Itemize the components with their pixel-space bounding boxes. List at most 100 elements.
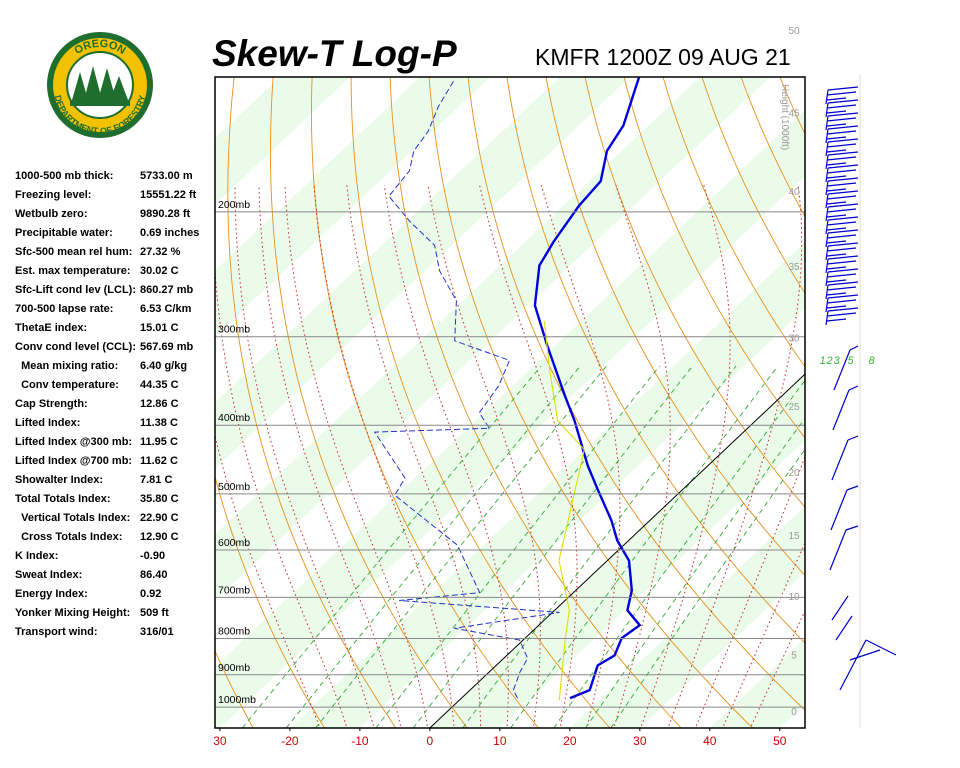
chart-subtitle: KMFR 1200Z 09 AUG 21 — [535, 44, 791, 70]
mixing-ratio-label: 1 — [819, 355, 825, 367]
wind-barb — [825, 255, 859, 274]
logo-trees — [72, 66, 128, 100]
index-label: K Index: — [15, 550, 59, 562]
dry-adiabat — [428, 77, 753, 728]
x-tick-label: -20 — [281, 734, 299, 748]
index-value: 6.53 C/km — [140, 303, 192, 315]
isotherm-band — [215, 109, 805, 728]
wind-barb — [825, 190, 859, 209]
zero-isotherm — [429, 373, 805, 728]
isotherm-band — [569, 506, 805, 728]
mixing-ratio-line — [585, 417, 805, 728]
mixing-ratio-label: 3 — [833, 355, 840, 367]
dry-adiabat — [819, 77, 960, 728]
logo: OREGON DEPARTMENT OF FORESTRY — [47, 32, 153, 138]
index-value: 15551.22 ft — [140, 189, 197, 201]
moist-adiabat — [750, 609, 805, 727]
logo-text: OREGON — [72, 38, 127, 57]
wind-barb — [831, 435, 859, 481]
index-label: 700-500 lapse rate: — [15, 303, 114, 315]
wind-barb — [825, 99, 859, 118]
index-value: 11.62 C — [140, 455, 178, 467]
height-label: 40 — [788, 187, 800, 198]
logo-ground — [70, 100, 130, 106]
height-axis-label: Height (1000ft) — [779, 84, 790, 150]
wind-barb — [825, 229, 859, 248]
x-tick-label: 40 — [703, 734, 717, 748]
moist-adiabat — [383, 184, 509, 726]
index-label: Wetbulb zero: — [15, 208, 88, 220]
moist-adiabat — [613, 184, 671, 726]
dry-adiabat — [662, 77, 805, 368]
index-label: Precipitable water: — [15, 227, 113, 239]
wind-barb — [825, 216, 859, 235]
index-label: Conv cond level (CCL): — [15, 341, 137, 353]
index-label: Lifted Index @700 mb: — [15, 455, 133, 467]
index-value: 35.80 C — [140, 493, 179, 505]
profile-line — [543, 320, 585, 701]
wind-barb — [835, 615, 853, 641]
moist-adiabat — [346, 184, 481, 726]
mixing-ratio-label: 5 — [847, 355, 854, 367]
index-label: Lifted Index: — [15, 417, 81, 429]
index-label: Cap Strength: — [15, 398, 88, 410]
x-tick-label: 20 — [563, 734, 577, 748]
wind-barb — [833, 345, 859, 391]
dry-adiabat — [897, 77, 960, 728]
moist-adiabat — [215, 263, 347, 726]
x-tick-label: 30 — [213, 734, 227, 748]
wind-barb — [832, 385, 859, 431]
plot-area — [215, 77, 960, 728]
index-value: 5733.00 m — [140, 170, 193, 182]
isotherm-band — [215, 77, 351, 205]
index-label: Showalter Index: — [15, 474, 104, 486]
profile-line — [373, 79, 560, 699]
index-value: 567.69 mb — [140, 341, 194, 353]
moist-adiabat — [313, 184, 455, 726]
pressure-label: 1000mb — [218, 694, 256, 706]
height-label: 25 — [788, 402, 800, 413]
pressure-label: 200mb — [218, 199, 250, 211]
wind-barbs — [825, 86, 897, 691]
isotherm-band — [215, 77, 491, 337]
index-value: 860.27 mb — [140, 284, 194, 296]
index-label: Sfc-500 mean rel hum: — [15, 246, 133, 258]
mixing-ratio-line — [610, 448, 805, 728]
isotherm-band — [215, 77, 770, 601]
dry-adiabat — [506, 77, 805, 644]
index-label: Sfc-Lift cond lev (LCL): — [15, 284, 136, 296]
moist-adiabat — [234, 185, 374, 726]
overlay: 1 2 3 5 8200mb300mb400mb500mb600mb700mb800mb… — [213, 26, 875, 748]
index-label: Vertical Totals Index: — [15, 512, 131, 524]
index-value: 27.32 % — [140, 246, 181, 258]
index-value: 15.01 C — [140, 322, 179, 334]
index-value: 44.35 C — [140, 379, 179, 391]
wind-barb — [825, 177, 859, 196]
pressure-label: 300mb — [218, 324, 250, 336]
wind-barb — [825, 268, 859, 287]
index-value: 0.69 inches — [140, 227, 200, 239]
wind-barb — [839, 639, 897, 691]
mixing-ratio-line — [510, 365, 779, 728]
isotherm-band — [289, 242, 805, 728]
mixing-ratio-line — [462, 365, 737, 728]
index-label: Energy Index: — [15, 588, 88, 600]
mixing-ratio-line — [285, 365, 581, 728]
x-tick-label: 50 — [773, 734, 787, 748]
x-tick-label: 30 — [633, 734, 647, 748]
plot-frame — [214, 76, 806, 729]
x-tick-label: 10 — [493, 734, 507, 748]
index-label: Lifted Index @300 mb: — [15, 436, 133, 448]
dry-adiabat — [936, 77, 960, 728]
mixing-ratio-label: 2 — [825, 355, 832, 367]
dry-adiabat — [227, 77, 397, 728]
height-label: 20 — [788, 468, 800, 479]
moist-adiabat — [215, 433, 320, 726]
mixing-ratio-line — [315, 365, 607, 728]
index-value: 0.92 — [140, 588, 162, 600]
index-label: Cross Totals Index: — [15, 531, 123, 543]
mixing-ratio-line — [241, 365, 542, 728]
index-label: Conv temperature: — [15, 379, 119, 391]
